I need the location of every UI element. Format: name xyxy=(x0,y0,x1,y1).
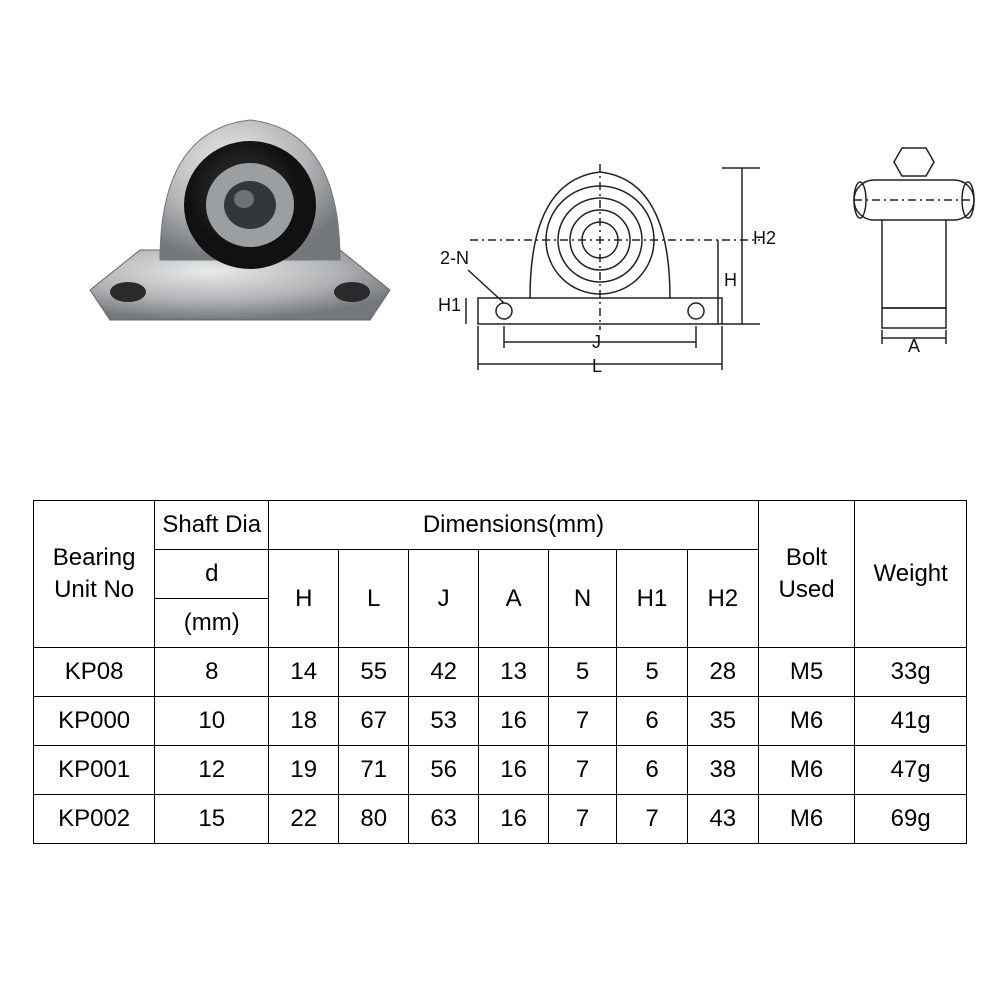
table-row: KP088145542135528M533g xyxy=(34,648,967,697)
product-photo xyxy=(70,60,410,360)
cell-bolt: M6 xyxy=(758,746,855,795)
label-h: H xyxy=(724,270,737,291)
front-view-diagram: 2-N H1 H2 H J L xyxy=(460,120,780,380)
cell-unit: KP002 xyxy=(34,795,155,844)
col-d: d xyxy=(155,550,269,599)
cell-d: 15 xyxy=(155,795,269,844)
cell-L: 80 xyxy=(339,795,409,844)
col-bearing-unit: BearingUnit No xyxy=(34,501,155,648)
col-n: N xyxy=(549,550,617,648)
cell-bolt: M6 xyxy=(758,697,855,746)
label-a: A xyxy=(908,336,920,357)
col-mm: (mm) xyxy=(155,599,269,648)
cell-unit: KP000 xyxy=(34,697,155,746)
cell-d: 10 xyxy=(155,697,269,746)
cell-J: 53 xyxy=(409,697,479,746)
cell-weight: 33g xyxy=(855,648,967,697)
cell-weight: 47g xyxy=(855,746,967,795)
cell-N: 7 xyxy=(549,697,617,746)
cell-d: 8 xyxy=(155,648,269,697)
label-h1: H1 xyxy=(438,295,461,316)
cell-d: 12 xyxy=(155,746,269,795)
cell-H2: 28 xyxy=(687,648,758,697)
cell-N: 5 xyxy=(549,648,617,697)
cell-H1: 5 xyxy=(617,648,688,697)
cell-weight: 41g xyxy=(855,697,967,746)
cell-H: 14 xyxy=(269,648,339,697)
cell-J: 63 xyxy=(409,795,479,844)
label-l: L xyxy=(592,356,602,377)
cell-bolt: M5 xyxy=(758,648,855,697)
cell-A: 13 xyxy=(479,648,549,697)
side-view-diagram: A xyxy=(830,140,990,370)
col-h: H xyxy=(269,550,339,648)
cell-H2: 38 xyxy=(687,746,758,795)
label-2n: 2-N xyxy=(440,248,469,269)
table-header: BearingUnit No Shaft Dia Dimensions(mm) … xyxy=(34,501,967,648)
table-row: KP00112197156167638M647g xyxy=(34,746,967,795)
cell-H1: 6 xyxy=(617,746,688,795)
table-row: KP00010186753167635M641g xyxy=(34,697,967,746)
cell-N: 7 xyxy=(549,746,617,795)
diagram-row: 2-N H1 H2 H J L xyxy=(30,60,970,410)
col-weight: Weight xyxy=(855,501,967,648)
cell-L: 55 xyxy=(339,648,409,697)
cell-H2: 43 xyxy=(687,795,758,844)
cell-weight: 69g xyxy=(855,795,967,844)
cell-H: 19 xyxy=(269,746,339,795)
cell-H1: 7 xyxy=(617,795,688,844)
cell-bolt: M6 xyxy=(758,795,855,844)
col-h1: H1 xyxy=(617,550,688,648)
label-h2: H2 xyxy=(753,228,776,249)
cell-H2: 35 xyxy=(687,697,758,746)
label-j: J xyxy=(592,332,601,353)
col-bolt: BoltUsed xyxy=(758,501,855,648)
specifications-table: BearingUnit No Shaft Dia Dimensions(mm) … xyxy=(33,500,967,844)
cell-H: 18 xyxy=(269,697,339,746)
cell-H1: 6 xyxy=(617,697,688,746)
cell-A: 16 xyxy=(479,795,549,844)
table-body: KP088145542135528M533gKP0001018675316763… xyxy=(34,648,967,844)
col-dimensions: Dimensions(mm) xyxy=(269,501,758,550)
cell-N: 7 xyxy=(549,795,617,844)
cell-unit: KP08 xyxy=(34,648,155,697)
cell-H: 22 xyxy=(269,795,339,844)
cell-A: 16 xyxy=(479,746,549,795)
cell-J: 42 xyxy=(409,648,479,697)
cell-L: 67 xyxy=(339,697,409,746)
table-row: KP00215228063167743M669g xyxy=(34,795,967,844)
col-j: J xyxy=(409,550,479,648)
col-shaft-dia: Shaft Dia xyxy=(155,501,269,550)
col-h2: H2 xyxy=(687,550,758,648)
page: 2-N H1 H2 H J L xyxy=(0,0,1000,1000)
cell-J: 56 xyxy=(409,746,479,795)
cell-L: 71 xyxy=(339,746,409,795)
col-a: A xyxy=(479,550,549,648)
col-l: L xyxy=(339,550,409,648)
cell-A: 16 xyxy=(479,697,549,746)
cell-unit: KP001 xyxy=(34,746,155,795)
